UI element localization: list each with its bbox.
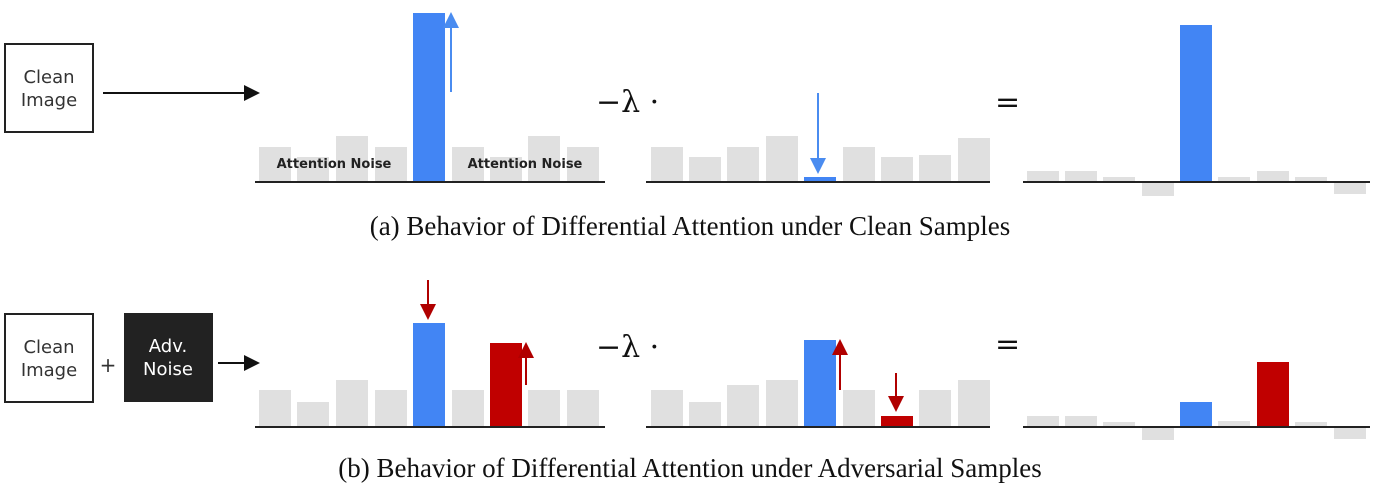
bar — [1142, 182, 1174, 196]
noise-label: Adv. — [149, 336, 187, 357]
caption: (a) Behavior of Differential Attention u… — [370, 211, 1011, 241]
bar — [727, 147, 759, 182]
noise-label: Attention Noise — [468, 157, 583, 172]
bar — [843, 390, 875, 427]
bar — [1065, 171, 1097, 182]
bar — [804, 340, 836, 427]
bar — [336, 136, 368, 182]
input-box: Clean Image — [4, 43, 94, 133]
bar — [297, 157, 329, 182]
bar — [881, 157, 913, 182]
bar — [1218, 421, 1250, 427]
equals: = — [995, 327, 1020, 362]
bar — [1218, 177, 1250, 182]
bar — [727, 385, 759, 427]
noise-box: Adv. Noise — [124, 313, 213, 402]
bar — [1257, 171, 1289, 182]
bar — [804, 177, 836, 182]
bar — [958, 138, 990, 182]
plus: + — [100, 353, 117, 377]
bar — [375, 390, 407, 427]
bar — [413, 13, 445, 182]
bar — [528, 136, 560, 182]
operator: −λ · — [596, 85, 659, 120]
bar — [958, 380, 990, 427]
bar — [490, 157, 522, 182]
bar — [919, 155, 951, 182]
input-label: Clean — [23, 67, 74, 88]
bar — [375, 147, 407, 182]
bar — [490, 343, 522, 427]
input-label: Clean — [23, 337, 74, 358]
bar — [651, 147, 683, 182]
bar — [919, 390, 951, 427]
bar — [1142, 427, 1174, 440]
bar — [1027, 416, 1059, 427]
bar — [881, 416, 913, 427]
bar — [1065, 416, 1097, 427]
bar — [1103, 177, 1135, 182]
bar — [689, 402, 721, 427]
noise-label: Noise — [143, 359, 193, 380]
bar — [766, 380, 798, 427]
bar — [843, 147, 875, 182]
bar — [651, 390, 683, 427]
bar — [1334, 427, 1366, 439]
bar — [689, 157, 721, 182]
noise-label: Attention Noise — [277, 157, 392, 172]
input-label: Image — [21, 90, 77, 111]
bar — [1103, 422, 1135, 427]
bar — [259, 147, 291, 182]
bar — [1257, 362, 1289, 427]
bar — [528, 390, 560, 427]
bar — [567, 390, 599, 427]
bar — [297, 402, 329, 427]
bar — [1295, 422, 1327, 427]
input-box: Clean Image — [4, 313, 94, 403]
bar — [1180, 25, 1212, 182]
caption: (b) Behavior of Differential Attention u… — [338, 453, 1042, 483]
bar — [336, 380, 368, 427]
bar — [1334, 182, 1366, 194]
input-label: Image — [21, 360, 77, 381]
bar — [567, 147, 599, 182]
bar — [452, 147, 484, 182]
bar — [259, 390, 291, 427]
bar — [1295, 177, 1327, 182]
bar — [766, 136, 798, 182]
operator: −λ · — [596, 330, 659, 365]
bar — [1027, 171, 1059, 182]
bar — [452, 390, 484, 427]
bar — [413, 323, 445, 427]
equals: = — [995, 85, 1020, 120]
bar — [1180, 402, 1212, 427]
